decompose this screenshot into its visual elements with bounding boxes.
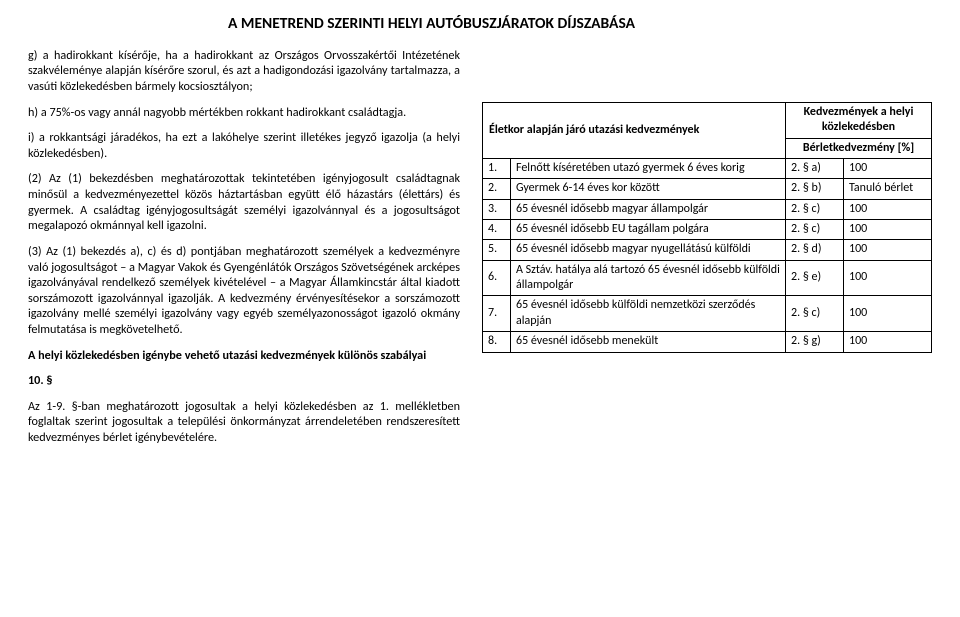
row-num: 6.	[483, 260, 511, 296]
row-num: 4.	[483, 219, 511, 239]
row-desc: 65 évesnél idősebb magyar állampolgár	[511, 199, 786, 219]
section-number: 10. §	[28, 373, 460, 389]
row-ref: 2. § e)	[786, 260, 844, 296]
para-3: (3) Az (1) bekezdés a), c) és d) pontjáb…	[28, 244, 460, 338]
para-6: Az 1-9. §-ban meghatározott jogosultak a…	[28, 399, 460, 446]
row-num: 8.	[483, 332, 511, 352]
discount-table: Életkor alapján járó utazási kedvezménye…	[482, 102, 932, 353]
row-ref: 2. § c)	[786, 296, 844, 332]
row-val: 100	[844, 199, 932, 219]
row-val: 100	[844, 240, 932, 260]
row-num: 7.	[483, 296, 511, 332]
row-desc: 65 évesnél idősebb külföldi nemzetközi s…	[511, 296, 786, 332]
row-ref: 2. § a)	[786, 158, 844, 178]
row-num: 3.	[483, 199, 511, 219]
header-top: Kedvezmények a helyi közlekedésben	[786, 102, 932, 138]
row-ref: 2. § b)	[786, 179, 844, 199]
row-val: Tanuló bérlet	[844, 179, 932, 199]
table-row: 3. 65 évesnél idősebb magyar állampolgár…	[483, 199, 932, 219]
para-2: (2) Az (1) bekezdésben meghatározottak t…	[28, 171, 460, 233]
row-desc: Felnőtt kíséretében utazó gyermek 6 éves…	[511, 158, 786, 178]
row-num: 2.	[483, 179, 511, 199]
row-val: 100	[844, 158, 932, 178]
row-ref: 2. § c)	[786, 219, 844, 239]
row-ref: 2. § d)	[786, 240, 844, 260]
row-ref: 2. § g)	[786, 332, 844, 352]
row-desc: 65 évesnél idősebb EU tagállam polgára	[511, 219, 786, 239]
row-desc: A Sztáv. hatálya alá tartozó 65 évesnél …	[511, 260, 786, 296]
table-row: 1. Felnőtt kíséretében utazó gyermek 6 é…	[483, 158, 932, 178]
row-val: 100	[844, 260, 932, 296]
row-num: 5.	[483, 240, 511, 260]
table-row: 7. 65 évesnél idősebb külföldi nemzetköz…	[483, 296, 932, 332]
table-row: 8. 65 évesnél idősebb menekült 2. § g) 1…	[483, 332, 932, 352]
page-title: A MENETREND SZERINTI HELYI AUTÓBUSZJÁRAT…	[228, 14, 932, 34]
header-sub: Bérletkedvezmény [%]	[786, 138, 932, 158]
para-h: h) a 75%-os vagy annál nagyobb mértékben…	[28, 105, 460, 121]
table-row: 5. 65 évesnél idősebb magyar nyugellátás…	[483, 240, 932, 260]
para-i: i) a rokkantsági járadékos, ha ezt a lak…	[28, 130, 460, 161]
table-row: 6. A Sztáv. hatálya alá tartozó 65 évesn…	[483, 260, 932, 296]
para-g: g) a hadirokkant kísérője, ha a hadirokk…	[28, 48, 460, 95]
row-ref: 2. § c)	[786, 199, 844, 219]
left-column: g) a hadirokkant kísérője, ha a hadirokk…	[28, 48, 460, 456]
right-column: Életkor alapján járó utazási kedvezménye…	[482, 48, 932, 456]
row-val: 100	[844, 332, 932, 352]
row-val: 100	[844, 296, 932, 332]
table-row: 2. Gyermek 6-14 éves kor között 2. § b) …	[483, 179, 932, 199]
row-desc: Gyermek 6-14 éves kor között	[511, 179, 786, 199]
row-val: 100	[844, 219, 932, 239]
subheading: A helyi közlekedésben igénybe vehető uta…	[28, 348, 460, 364]
row-desc: 65 évesnél idősebb menekült	[511, 332, 786, 352]
content-columns: g) a hadirokkant kísérője, ha a hadirokk…	[28, 48, 932, 456]
table-row: 4. 65 évesnél idősebb EU tagállam polgár…	[483, 219, 932, 239]
header-main: Életkor alapján járó utazási kedvezménye…	[483, 102, 786, 158]
row-num: 1.	[483, 158, 511, 178]
row-desc: 65 évesnél idősebb magyar nyugellátású k…	[511, 240, 786, 260]
table-header-row: Életkor alapján járó utazási kedvezménye…	[483, 102, 932, 138]
